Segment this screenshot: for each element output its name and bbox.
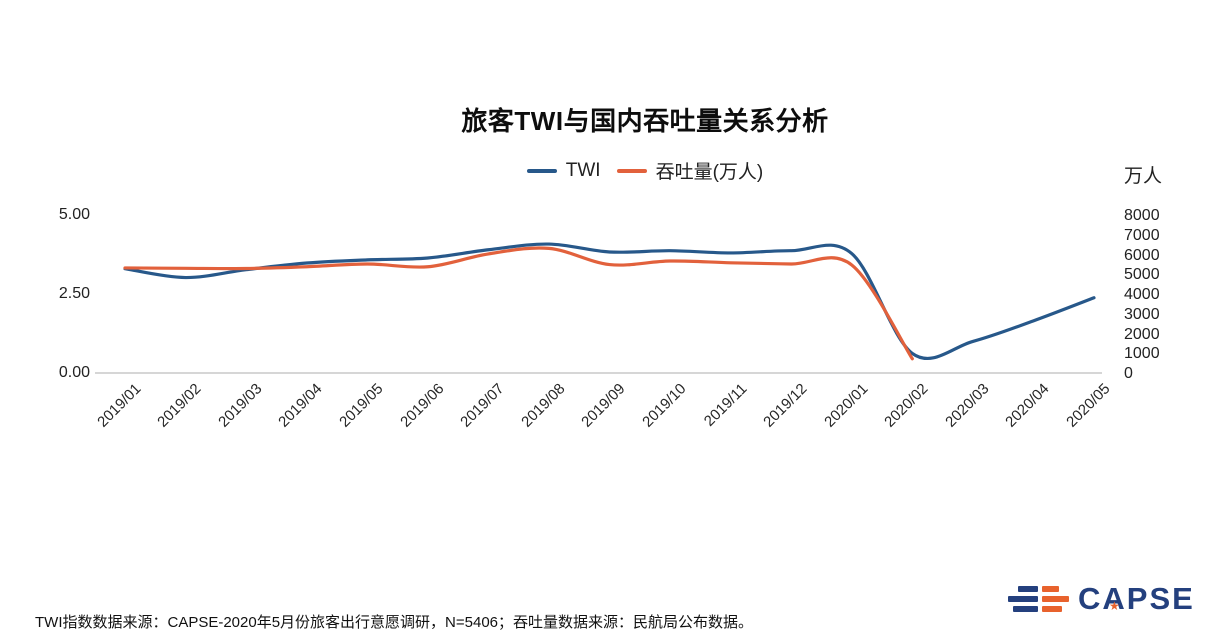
legend-item-twi: TWI	[526, 159, 601, 182]
capse-logo: CAPSE ★	[1008, 581, 1195, 616]
chart-legend: TWI 吞吐量(万人)	[60, 157, 1230, 184]
twi-line-swatch-icon	[526, 168, 557, 173]
y-axis-right-tick: 4000	[1124, 286, 1160, 303]
y-axis-left-tick: 2.50	[58, 285, 90, 302]
y-axis-right-tick: 2000	[1124, 325, 1160, 343]
logo-star-icon: ★	[1109, 599, 1120, 613]
right-axis-unit-label: 万人	[1124, 166, 1163, 187]
y-axis-left-tick: 5.00	[58, 206, 90, 223]
y-axis-right-tick: 0	[1124, 365, 1133, 382]
y-axis-right-tick: 7000	[1124, 226, 1160, 244]
data-source-note: TWI指数数据来源：CAPSE-2020年5月份旅客出行意愿调研，N=5406；…	[35, 614, 754, 631]
twi-line	[123, 242, 1096, 361]
y-axis-right-tick: 3000	[1124, 305, 1160, 323]
chart-title: 旅客TWI与国内吞吐量关系分析	[461, 106, 829, 136]
throughput-legend-label: 吞吐量(万人)	[655, 162, 764, 183]
y-axis-right-tick: 1000	[1124, 345, 1160, 363]
logo-orange-bars-icon	[1042, 586, 1070, 612]
logo-blue-bars-icon	[1008, 586, 1038, 612]
y-axis-right-tick: 5000	[1124, 266, 1160, 284]
y-axis-left-tick: 0.00	[58, 364, 90, 381]
twi-legend-label: TWI	[565, 159, 601, 181]
y-axis-right-tick: 6000	[1124, 246, 1160, 264]
legend-item-throughput: 吞吐量(万人)	[616, 157, 764, 184]
capse-logo-mark-icon	[1008, 586, 1070, 612]
capse-logo-text: CAPSE ★	[1078, 581, 1195, 616]
throughput-line-swatch-icon	[616, 168, 647, 173]
y-axis-right-tick: 8000	[1124, 207, 1160, 224]
throughput-line	[123, 246, 914, 361]
